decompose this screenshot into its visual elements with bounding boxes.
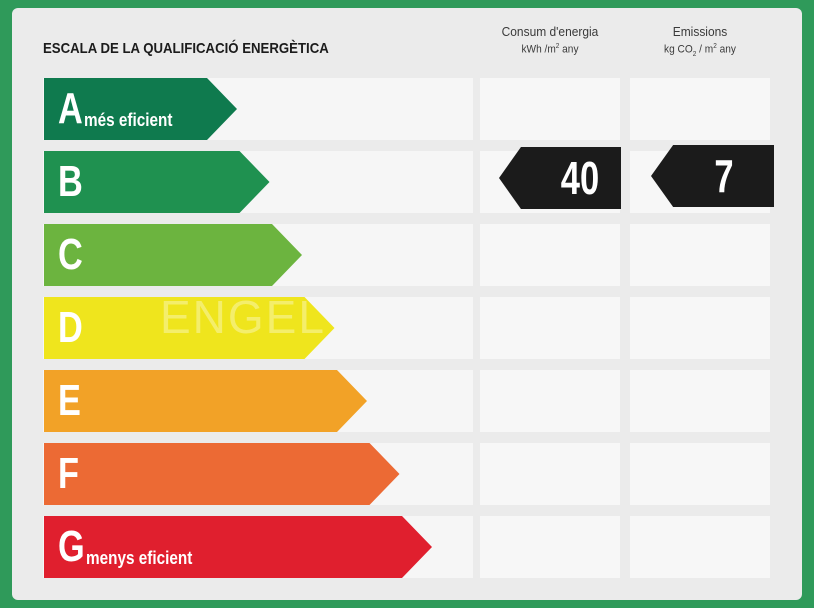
consumption-column-header: Consum d'energia kWh /m2 any [478,24,622,56]
energy-class-bar-e: E [44,370,367,432]
consumption-cell-c [480,224,620,286]
emissions-value: 7 [714,150,734,202]
consumption-header-label: Consum d'energia [501,24,599,39]
emissions-unit: kg CO2 / m2 any [664,43,736,58]
consumption-cell-a [480,78,620,140]
emissions-cell-g [630,516,770,578]
consumption-cell-g [480,516,620,578]
emissions-cell-c [630,224,770,286]
consumption-cell-f [480,443,620,505]
energy-class-letter: A [58,84,83,133]
emissions-cell-f [630,443,770,505]
consumption-value: 40 [560,152,599,204]
emissions-column-header: Emissions kg CO2 / m2 any [628,24,772,58]
energy-class-bar-b: B [44,151,270,213]
energy-class-description: menys eficient [86,547,193,568]
energy-class-letter: C [58,230,83,279]
emissions-cell-d [630,297,770,359]
energy-class-bar-c: C [44,224,302,286]
energy-class-letter: E [58,376,81,425]
consumption-cell-d [480,297,620,359]
energy-scale-title: ESCALA DE LA QUALIFICACIÓ ENERGÈTICA [43,40,329,57]
watermark-text: ENGEL [160,291,326,343]
energy-class-description: més eficient [83,109,173,130]
emissions-cell-e [630,370,770,432]
emissions-rating-indicator: 7 [651,145,774,207]
consumption-cell-e [480,370,620,432]
emissions-cell-a [630,78,770,140]
energy-class-letter: F [58,449,79,498]
consumption-unit: kWh /m2 any [521,43,579,56]
consumption-rating-indicator: 40 [499,147,621,209]
energy-class-bar-d: D [44,297,335,359]
emissions-header-label: Emissions [672,24,728,39]
energy-class-letter: G [58,522,85,571]
energy-class-bar-f: F [44,443,400,505]
energy-class-letter: B [58,157,83,206]
energy-class-letter: D [58,303,83,352]
